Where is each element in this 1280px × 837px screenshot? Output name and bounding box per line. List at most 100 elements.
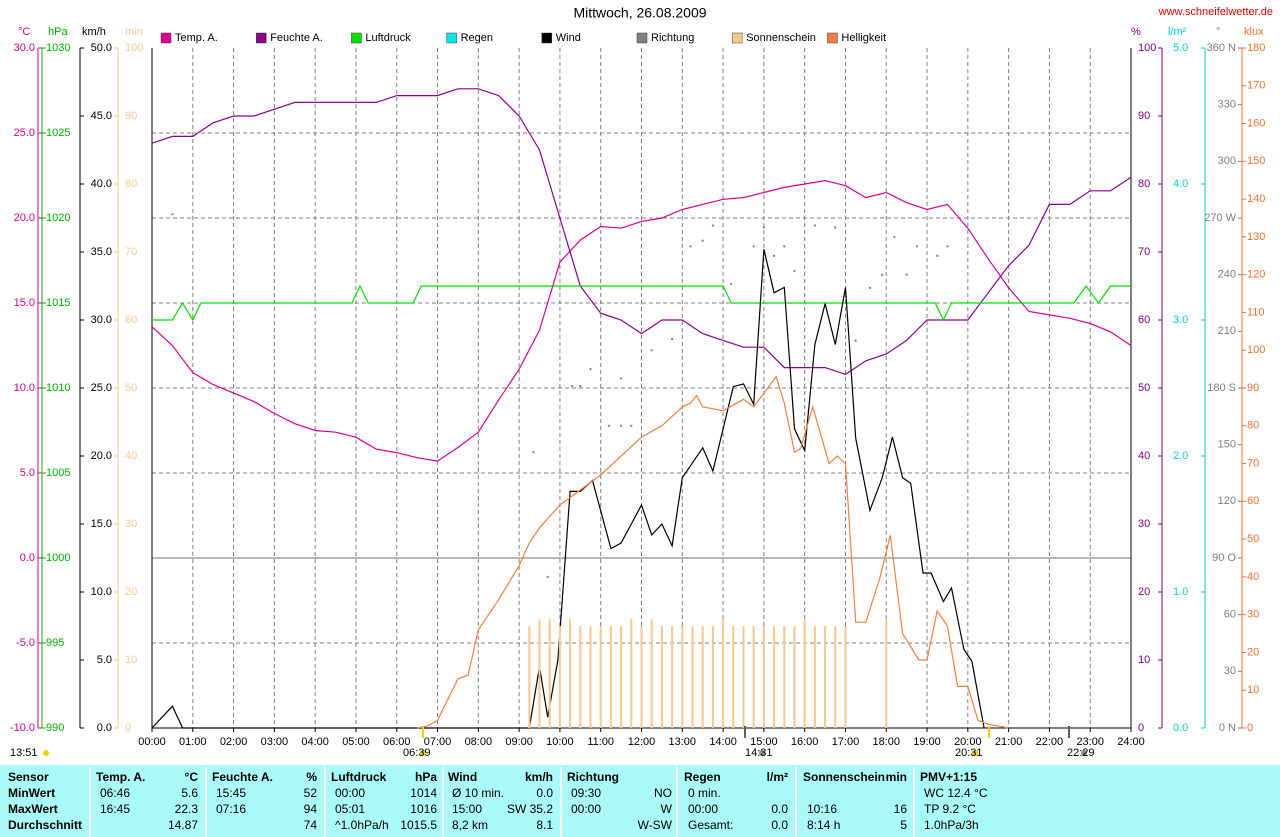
dot (671, 337, 674, 340)
table-header: Sonnenschein (803, 770, 885, 784)
y-tick-label: 0 (1247, 722, 1253, 734)
dot (793, 269, 796, 272)
series-line (151, 88, 1132, 376)
bar (630, 619, 633, 728)
y-tick-label: 0.0 (97, 722, 112, 734)
table-cell: 8,2 km (452, 818, 488, 832)
dot (607, 424, 610, 427)
y-tick-label: 0 (1138, 722, 1144, 734)
y-tick-label: 70 (1247, 457, 1259, 469)
table-cell: 15:00 (452, 802, 482, 816)
dot (881, 273, 884, 276)
y-tick-label: 1.0 (1173, 586, 1188, 598)
axis-unit: min (125, 26, 143, 38)
dot (773, 254, 776, 257)
y-tick-label: 240 (1218, 269, 1236, 281)
y-tick-label: 10 (125, 654, 137, 666)
x-tick-label: 13:00 (669, 736, 697, 748)
axis-unit: ° (1216, 26, 1220, 38)
astro-time: 22:29 (1067, 747, 1095, 759)
table-cell: 16 (894, 802, 908, 816)
y-tick-label: -10.0 (10, 722, 35, 734)
table-cell: 00:00 (335, 786, 365, 800)
y-tick-label: 1030 (46, 42, 70, 54)
astro-time: 14:31 (745, 747, 773, 759)
y-tick-label: 170 (1247, 80, 1265, 92)
y-tick-label: 70 (1138, 246, 1150, 258)
y-tick-label: 130 (1247, 231, 1265, 243)
dot (620, 377, 623, 380)
y-tick-label: 10.0 (14, 382, 35, 394)
y-tick-label: 90 (1138, 110, 1150, 122)
table-cell: 0.0 (536, 786, 553, 800)
y-tick-label: 3.0 (1173, 314, 1188, 326)
y-tick-label: 990 (46, 722, 64, 734)
x-tick-label: 10:00 (546, 736, 574, 748)
x-tick-label: 16:00 (791, 736, 819, 748)
dot (630, 424, 633, 427)
table-cell: 1015.5 (400, 818, 437, 832)
x-tick-label: 02:00 (220, 736, 248, 748)
table-cell: 5.6 (181, 786, 198, 800)
table-cell: 22.3 (175, 802, 199, 816)
y-tick-label: 60 (1247, 495, 1259, 507)
table-header: Luftdruck (331, 770, 387, 784)
legend-label: Feuchte A. (270, 32, 323, 44)
astro-icon (972, 750, 978, 756)
table-unit: l/m² (767, 770, 788, 784)
table-header: Wind (448, 770, 477, 784)
dot (936, 254, 939, 257)
y-tick-label: 110 (1247, 306, 1265, 318)
y-tick-label: 90 (1247, 382, 1259, 394)
y-tick-label: 45.0 (91, 110, 112, 122)
legend-swatch (351, 32, 362, 44)
y-tick-label: 10 (1247, 684, 1259, 696)
y-tick-label: 15.0 (14, 297, 35, 309)
table-cell: 8.1 (536, 818, 553, 832)
bar (589, 626, 592, 728)
table-cell: 1.0hPa/3h (924, 818, 979, 832)
bar (640, 626, 643, 728)
bar (671, 626, 674, 728)
bar (752, 626, 755, 728)
y-tick-label: 60 (1138, 314, 1150, 326)
y-tick-label: 20.0 (91, 450, 112, 462)
dot (730, 283, 733, 286)
y-tick-label: 60 (125, 314, 137, 326)
table-unit: % (306, 770, 317, 784)
table-cell: Gesamt: (688, 818, 733, 832)
y-tick-label: 20 (1247, 646, 1259, 658)
x-tick-label: 19:00 (913, 736, 941, 748)
table-cell: 06:46 (100, 786, 130, 800)
dot (620, 424, 623, 427)
dot (579, 385, 582, 388)
table-cell: NO (654, 786, 672, 800)
y-tick-label: 150 (1247, 155, 1265, 167)
y-tick-label: 0 (125, 722, 131, 734)
table-cell: 0.0 (771, 818, 788, 832)
y-tick-label: 40 (1138, 450, 1150, 462)
y-tick-label: 40.0 (91, 178, 112, 190)
series-line (151, 179, 1132, 462)
table-unit: min (886, 770, 907, 784)
table-cell: 14.87 (168, 818, 198, 832)
astro-time: 13:51 (10, 747, 38, 759)
y-tick-label: 20 (125, 586, 137, 598)
bar (569, 619, 572, 728)
x-tick-label: 11:00 (587, 736, 614, 748)
series-line (152, 284, 1131, 322)
y-tick-label: 10 (1138, 654, 1150, 666)
y-tick-label: -5.0 (16, 637, 35, 649)
bar (885, 619, 888, 728)
bar (813, 626, 816, 728)
y-tick-label: 180 (1247, 42, 1265, 54)
table-background (0, 765, 1280, 837)
table-cell: 09:30 (571, 786, 601, 800)
dot (946, 245, 949, 248)
y-tick-label: 70 (125, 246, 137, 258)
table-cell: TP 9.2 °C (924, 802, 976, 816)
y-tick-label: 150 (1218, 439, 1236, 451)
bar (579, 626, 582, 728)
bar (722, 619, 725, 728)
y-tick-label: 40 (1247, 571, 1259, 583)
